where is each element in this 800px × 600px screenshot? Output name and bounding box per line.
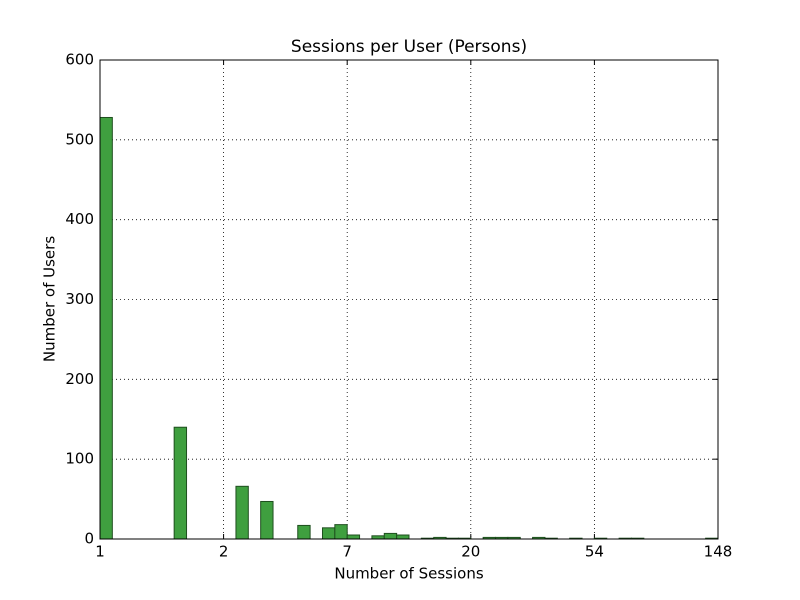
bar (383, 532, 398, 540)
bar (396, 534, 410, 540)
bar (346, 534, 361, 540)
y-tick-label: 0 (84, 530, 94, 548)
bar (260, 500, 274, 540)
y-axis-label: Number of Users (41, 236, 59, 362)
bar (235, 485, 249, 540)
bar (173, 426, 188, 540)
bar (321, 527, 336, 540)
x-tick-label: 148 (704, 543, 733, 561)
bar (99, 116, 113, 540)
bar (297, 524, 311, 540)
y-tick-label: 600 (65, 51, 94, 69)
bar (334, 524, 348, 540)
x-tick-label: 1 (95, 543, 105, 561)
y-tick-label: 200 (65, 370, 94, 388)
x-tick-label: 54 (585, 543, 604, 561)
x-tick-label: 20 (461, 543, 480, 561)
plot-frame (99, 59, 719, 540)
x-axis-label: Number of Sessions (334, 565, 483, 583)
y-tick-label: 100 (65, 450, 94, 468)
y-tick-label: 500 (65, 130, 94, 148)
y-tick-label: 400 (65, 210, 94, 228)
y-tick-label: 300 (65, 290, 94, 308)
chart-title: Sessions per User (Persons) (291, 37, 527, 57)
x-tick-label: 2 (219, 543, 229, 561)
x-tick-label: 7 (342, 543, 352, 561)
